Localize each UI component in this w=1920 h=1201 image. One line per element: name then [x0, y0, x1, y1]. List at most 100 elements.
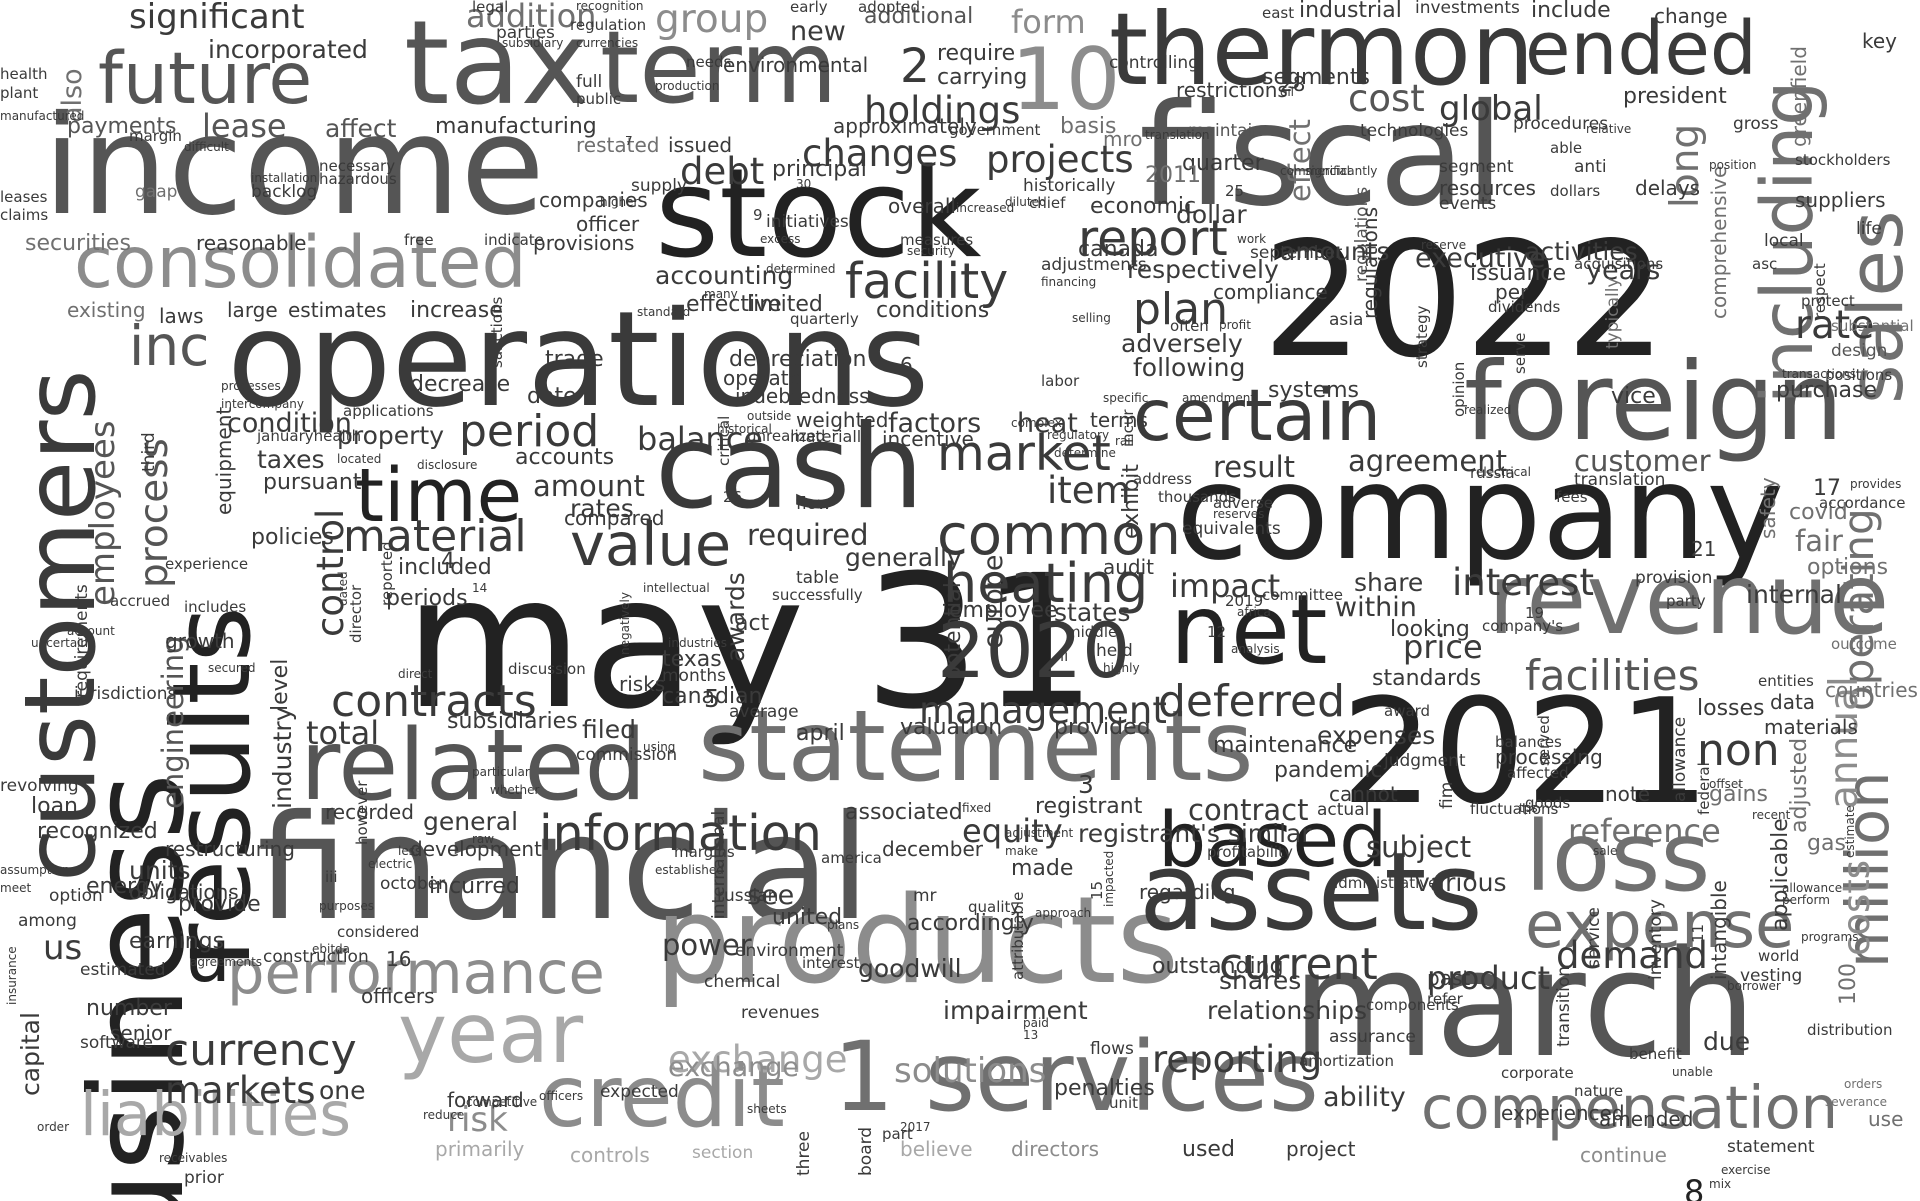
word-499: specific: [1103, 391, 1149, 405]
word-246: amended: [1599, 1107, 1694, 1131]
word-184: issued: [668, 133, 733, 157]
word-19: revenue: [1488, 543, 1890, 657]
word-300: experience: [165, 555, 249, 573]
word-323: supply: [631, 176, 687, 196]
word-226: asia: [1329, 310, 1364, 330]
word-397: assurance: [1329, 1027, 1416, 1047]
word-525: using: [643, 740, 676, 754]
word-308: applications: [343, 402, 434, 420]
word-156: total: [306, 714, 380, 752]
word-507: regulatory: [1047, 428, 1110, 442]
word-338: recognition: [576, 0, 644, 13]
word-372: looking: [1390, 617, 1470, 642]
word-254: mix: [1709, 1177, 1732, 1191]
word-360: work: [1237, 232, 1267, 246]
word-328: margin: [129, 127, 182, 145]
word-120: made: [1011, 856, 1074, 881]
word-289: earnings: [129, 929, 225, 954]
word-286: recognized: [37, 819, 158, 844]
word-192: dollar: [1176, 200, 1247, 229]
word-447: 16: [386, 947, 412, 971]
word-371: transactions: [1782, 367, 1857, 381]
word-176: free: [404, 231, 434, 249]
word-361: september: [1250, 243, 1343, 263]
word-148: policies: [251, 525, 334, 550]
word-83: addition: [466, 0, 597, 35]
word-94: 2: [900, 39, 930, 94]
word-486: table: [796, 568, 840, 588]
word-296: growth: [165, 629, 235, 653]
word-137: incentive: [882, 427, 974, 451]
word-452: purposes: [319, 899, 375, 913]
word-365: serve: [1511, 332, 1529, 374]
word-320: initiatives: [766, 212, 849, 232]
word-86: form: [1011, 3, 1086, 41]
word-224: dividends: [1488, 298, 1561, 316]
word-232: data: [1770, 690, 1816, 714]
word-146: rates: [570, 494, 634, 523]
word-238: gains: [1709, 782, 1768, 807]
word-343: segments: [1262, 65, 1370, 90]
word-381: allowance: [1782, 881, 1843, 895]
word-473: 30: [796, 177, 812, 191]
word-415: profitability: [1207, 843, 1293, 861]
word-461: 6: [900, 353, 913, 377]
word-39: compensation: [1421, 1073, 1839, 1142]
word-3: march: [1292, 919, 1757, 1090]
word-15: thermon: [1109, 0, 1535, 108]
word-98: principal: [772, 157, 867, 182]
word-526: commission: [576, 745, 678, 765]
word-483: negatively: [618, 592, 632, 655]
word-188: historically: [1023, 176, 1116, 196]
word-280: among: [18, 911, 77, 931]
word-498: thousands: [1158, 488, 1236, 506]
word-309: processes: [221, 379, 281, 393]
word-128: impact: [1170, 567, 1281, 605]
word-394: past: [1427, 966, 1471, 990]
word-195: activities: [1525, 237, 1638, 266]
word-517: measures: [900, 231, 974, 249]
word-218: purchase: [1776, 378, 1877, 403]
word-478: director: [347, 584, 365, 643]
word-17: cash: [655, 400, 924, 535]
word-359: commercial: [1280, 164, 1350, 178]
word-313: depreciation: [729, 347, 867, 372]
word-214: life: [1856, 219, 1882, 239]
word-536: processing: [1495, 745, 1603, 769]
word-4: financial: [257, 784, 871, 953]
word-505: profit: [1219, 318, 1251, 332]
word-172: laws: [159, 304, 204, 328]
word-228: provision: [1635, 568, 1713, 588]
word-179: officer: [576, 212, 640, 236]
word-275: capital: [16, 1012, 45, 1096]
word-305: date: [527, 384, 577, 409]
word-552: iii: [325, 868, 338, 886]
word-287: revolving: [0, 776, 79, 796]
word-264: forward: [447, 1088, 524, 1112]
word-307: sanctions: [488, 296, 506, 368]
word-174: securities: [25, 231, 131, 256]
word-16: products: [655, 872, 1180, 1011]
word-523: average: [729, 702, 799, 722]
word-0: may 31: [404, 536, 1098, 750]
word-337: legal: [472, 0, 509, 16]
word-25: loss: [1525, 801, 1711, 913]
word-386: borrower: [1727, 979, 1781, 993]
word-203: include: [1531, 0, 1611, 23]
word-464: 11: [1689, 923, 1707, 943]
word-437: goodwill: [858, 954, 962, 983]
word-50: report: [1078, 210, 1228, 267]
word-78: holdings: [864, 89, 1021, 132]
word-404: flows: [1090, 1039, 1134, 1059]
word-422: mr: [913, 886, 937, 906]
word-434: russian: [717, 886, 779, 906]
word-317: limited: [747, 292, 823, 317]
word-127: pandemic: [1274, 758, 1383, 783]
word-234: materials: [1764, 715, 1858, 739]
word-99: respectively: [1127, 255, 1279, 284]
word-131: audit: [1103, 555, 1155, 579]
word-322: indicate: [484, 231, 544, 249]
word-210: leases: [0, 188, 48, 206]
word-178: companies: [539, 188, 648, 212]
word-299: accrued: [110, 592, 171, 610]
